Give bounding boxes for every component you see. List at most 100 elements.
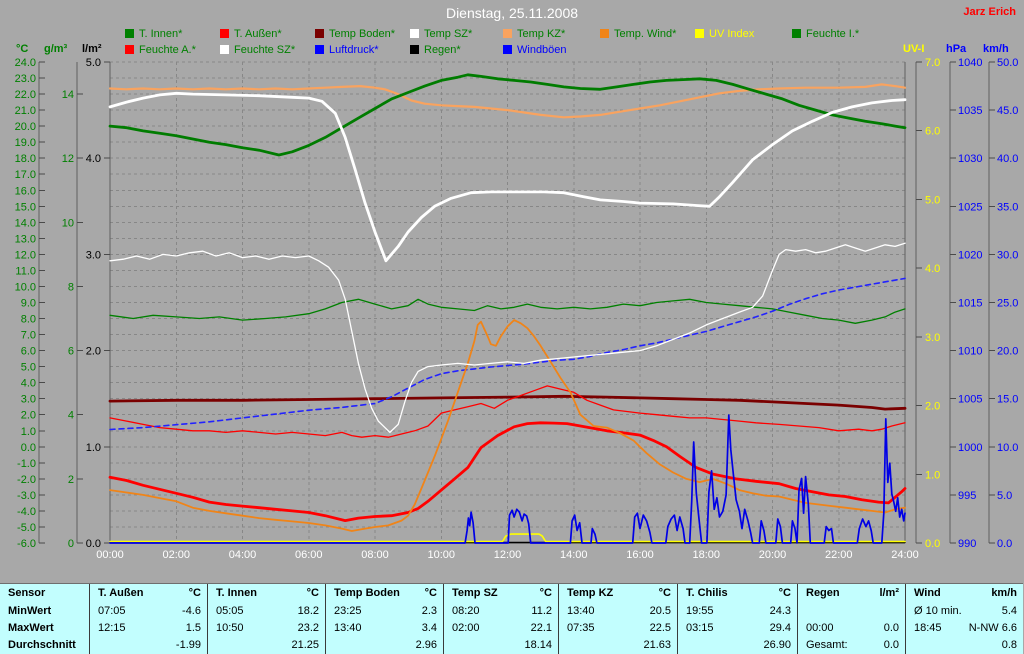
legend-swatch-temp-kz <box>503 29 512 38</box>
x-axis-tick-label: 24:00 <box>891 549 919 561</box>
series-temp-boden <box>108 394 907 411</box>
series-temp-wind <box>109 319 906 532</box>
table-cell-regen-1-value: 0.0 <box>883 621 899 634</box>
table-cell-wind-0: Ø 10 min. 5.4 <box>906 602 1023 619</box>
table-cell-wind-1: 18:45 N-NW 6.6 <box>906 619 1023 636</box>
table-cell-temp-sz-1-time: 02:00 <box>452 621 480 634</box>
table-header-temp-boden-value: °C <box>424 587 437 599</box>
table-cell-t-innen-2-value: 21.25 <box>291 639 319 651</box>
table-row-label-2: MaxWert <box>8 621 54 634</box>
legend-swatch-temp-boden <box>315 29 324 38</box>
series-feuchte-sz <box>109 242 906 434</box>
legend-label-temp-kz: Temp KZ* <box>517 28 566 40</box>
legend-label-t-aussen: T. Außen* <box>234 28 282 40</box>
x-axis-tick-label: 08:00 <box>361 549 389 561</box>
table-header-t-innen-time: T. Innen <box>216 587 257 599</box>
y-axis-tick-label: 35.0 <box>997 201 1018 213</box>
y-axis-tick-label: 4.0 <box>21 378 36 390</box>
table-cell-wind-2-value: 0.8 <box>1001 639 1017 651</box>
y-axis-tick-label: 20.0 <box>997 346 1018 358</box>
y-axis-tick-label: 1015 <box>958 298 982 310</box>
table-cell-temp-kz-2-value: 21.63 <box>643 639 671 651</box>
table-cell-t-chilis-2-value: 26.90 <box>763 639 791 651</box>
table-cell-temp-sz-0-value: 11.2 <box>531 604 552 617</box>
table-header-t-chilis-time: T. Chilis <box>686 587 728 599</box>
table-cell-t-innen-1-time: 10:50 <box>216 621 244 634</box>
legend-swatch-feuchte-i <box>792 29 801 38</box>
y-axis-tick-label: 9.0 <box>21 298 36 310</box>
axis-header-celsius: °C <box>16 43 29 55</box>
table-cell-temp-kz-1-value: 22.5 <box>649 621 671 634</box>
table-cell-regen-1-time: 00:00 <box>806 621 834 634</box>
y-axis-tick-label: 17.0 <box>15 169 36 181</box>
table-cell-temp-boden-1: 13:40 3.4 <box>326 619 443 636</box>
table-header-t-innen-value: °C <box>306 587 319 599</box>
table-cell-temp-sz-0: 08:20 11.2 <box>444 602 558 619</box>
series-luftdruck <box>109 277 906 431</box>
table-sensor-column: Sensor MinWert MaxWert Durchschnitt <box>0 584 89 654</box>
y-axis-tick-label: 990 <box>958 538 976 550</box>
table-header-temp-kz-time: Temp KZ <box>567 587 614 599</box>
table-header-t-aussen: T. Außen °C <box>90 584 207 602</box>
table-col-t-innen: T. Innen °C 05:05 18.2 10:50 23.2 21.25 <box>207 584 325 654</box>
y-axis-tick-label: 6 <box>68 346 74 358</box>
table-cell-temp-boden-1-value: 3.4 <box>421 621 437 634</box>
table-cell-temp-kz-2: 21.63 <box>559 636 677 654</box>
table-cell-temp-sz-2: 18.14 <box>444 636 558 654</box>
series-uv-index <box>109 533 906 543</box>
y-axis-tick-label: 1010 <box>958 346 982 358</box>
y-axis-tick-label: 18.0 <box>15 153 36 165</box>
table-cell-temp-kz-1: 07:35 22.5 <box>559 619 677 636</box>
legend-label-regen: Regen* <box>424 44 461 56</box>
table-header-regen: Regen l/m² <box>798 584 905 602</box>
y-axis-tick-label: 15.0 <box>997 394 1018 406</box>
table-cell-t-innen-1: 10:50 23.2 <box>208 619 325 636</box>
table-cell-t-aussen-1-time: 12:15 <box>98 621 126 634</box>
y-axis-tick-label: 12 <box>62 153 74 165</box>
table-row-label-1: MinWert <box>8 604 52 617</box>
y-axis-tick-label: 14 <box>62 89 74 101</box>
table-header-regen-value: l/m² <box>879 587 899 599</box>
table-cell-t-aussen-0-time: 07:05 <box>98 604 126 617</box>
legend-swatch-temp-sz <box>410 29 419 38</box>
y-axis-tick-label: 1025 <box>958 201 982 213</box>
table-header-wind-value: km/h <box>991 587 1017 599</box>
y-axis-tick-label: 8.0 <box>21 314 36 326</box>
x-axis-tick-label: 20:00 <box>759 549 787 561</box>
legend-label-feuchte-sz: Feuchte SZ* <box>234 44 296 56</box>
table-cell-temp-kz-0-time: 13:40 <box>567 604 595 617</box>
y-axis-tick-label: 0.0 <box>997 538 1012 550</box>
y-axis-tick-label: 14.0 <box>15 217 36 229</box>
table-cell-temp-kz-0-value: 20.5 <box>649 604 671 617</box>
y-axis-tick-label: 8 <box>68 281 74 293</box>
y-axis-tick-label: 6.0 <box>925 126 940 138</box>
table-header-temp-boden-time: Temp Boden <box>334 587 400 599</box>
table-col-regen: Regen l/m² 00:00 0.0 Gesamt: 0.0 <box>797 584 905 654</box>
table-header-temp-boden: Temp Boden °C <box>326 584 443 602</box>
y-axis-tick-label: -4.0 <box>17 506 36 518</box>
table-cell-t-innen-0: 05:05 18.2 <box>208 602 325 619</box>
y-axis-tick-label: 25.0 <box>997 298 1018 310</box>
table-header-t-aussen-value: °C <box>188 587 201 599</box>
y-axis-tick-label: 4 <box>68 410 74 422</box>
table-cell-wind-0-time: Ø 10 min. <box>914 604 962 617</box>
legend-label-temp-wind: Temp. Wind* <box>614 28 677 40</box>
y-axis-tick-label: 0.0 <box>86 538 101 550</box>
y-axis-tick-label: 10.0 <box>997 442 1018 454</box>
legend-label-feuchte-i: Feuchte I.* <box>806 28 860 40</box>
y-axis-tick-label: -2.0 <box>17 474 36 486</box>
table-header-wind-time: Wind <box>914 587 941 599</box>
y-axis-tick-label: 2.0 <box>86 346 101 358</box>
axis-header-uv: UV-I <box>903 43 925 55</box>
table-cell-temp-kz-1-time: 07:35 <box>567 621 595 634</box>
table-cell-regen-0 <box>798 602 905 619</box>
y-axis-tick-label: -5.0 <box>17 522 36 534</box>
y-axis-tick-label: 4.0 <box>86 153 101 165</box>
y-axis-tick-label: 10.0 <box>15 281 36 293</box>
legend-label-temp-boden: Temp Boden* <box>329 28 396 40</box>
table-cell-t-innen-0-value: 18.2 <box>297 604 319 617</box>
table-cell-t-chilis-2: 26.90 <box>678 636 797 654</box>
y-axis-tick-label: 45.0 <box>997 105 1018 117</box>
table-header-wind: Wind km/h <box>906 584 1023 602</box>
axis-header-gm3: g/m³ <box>44 43 68 55</box>
